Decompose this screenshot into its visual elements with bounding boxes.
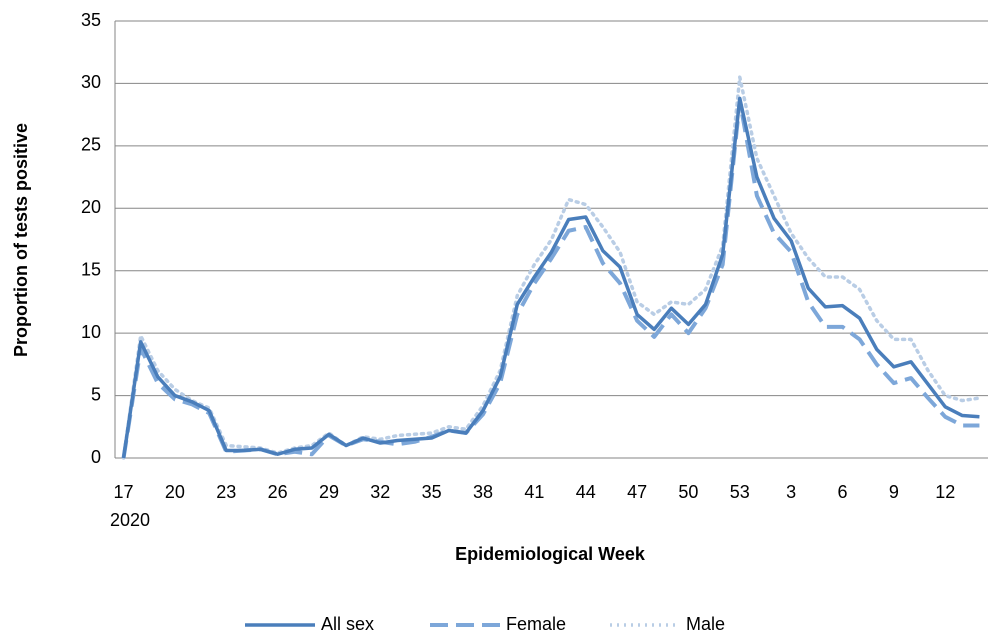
legend-label: Female	[506, 614, 566, 634]
x-tick-label: 6	[837, 482, 847, 502]
x-axis-title: Epidemiological Week	[455, 544, 646, 564]
legend-label: Male	[686, 614, 725, 634]
series-line	[121, 98, 980, 459]
x-tick-label: 12	[935, 482, 955, 502]
x-tick-label: 53	[730, 482, 750, 502]
x-tick-label: 20	[165, 482, 185, 502]
x-tick-label: 35	[422, 482, 442, 502]
legend-label: All sex	[321, 614, 374, 634]
x-tick-label: 41	[524, 482, 544, 502]
x-tick-label: 50	[678, 482, 698, 502]
x-tick-label: 26	[268, 482, 288, 502]
x-tick-label: 3	[786, 482, 796, 502]
y-tick-label: 30	[81, 72, 101, 92]
x-tick-label: 17	[114, 482, 134, 502]
x-tick-label: 9	[889, 482, 899, 502]
x-tick-label: 47	[627, 482, 647, 502]
y-tick-label: 15	[81, 259, 101, 279]
y-tick-label: 10	[81, 322, 101, 342]
x-tick-label: 29	[319, 482, 339, 502]
x-tick-label: 44	[576, 482, 596, 502]
y-axis-title: Proportion of tests positive	[11, 123, 31, 357]
y-tick-label: 5	[91, 384, 101, 404]
y-tick-label: 20	[81, 197, 101, 217]
y-tick-label: 0	[91, 447, 101, 467]
x-year-label: 2020	[110, 510, 150, 530]
series-line	[121, 96, 980, 459]
x-tick-label: 23	[216, 482, 236, 502]
x-tick-label: 38	[473, 482, 493, 502]
y-tick-label: 35	[81, 10, 101, 30]
series-line	[121, 75, 982, 460]
x-tick-label: 32	[370, 482, 390, 502]
y-tick-label: 25	[81, 135, 101, 155]
